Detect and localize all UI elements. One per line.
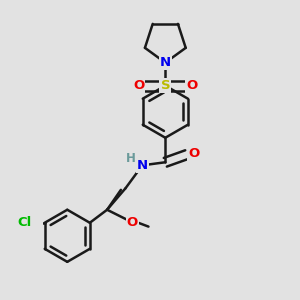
Text: S: S (160, 79, 170, 92)
Text: O: O (133, 79, 144, 92)
Text: N: N (137, 159, 148, 172)
Text: O: O (188, 147, 199, 160)
Text: O: O (127, 216, 138, 230)
Text: Cl: Cl (18, 216, 32, 229)
Text: H: H (126, 152, 136, 165)
Text: O: O (186, 79, 198, 92)
Text: N: N (160, 56, 171, 69)
